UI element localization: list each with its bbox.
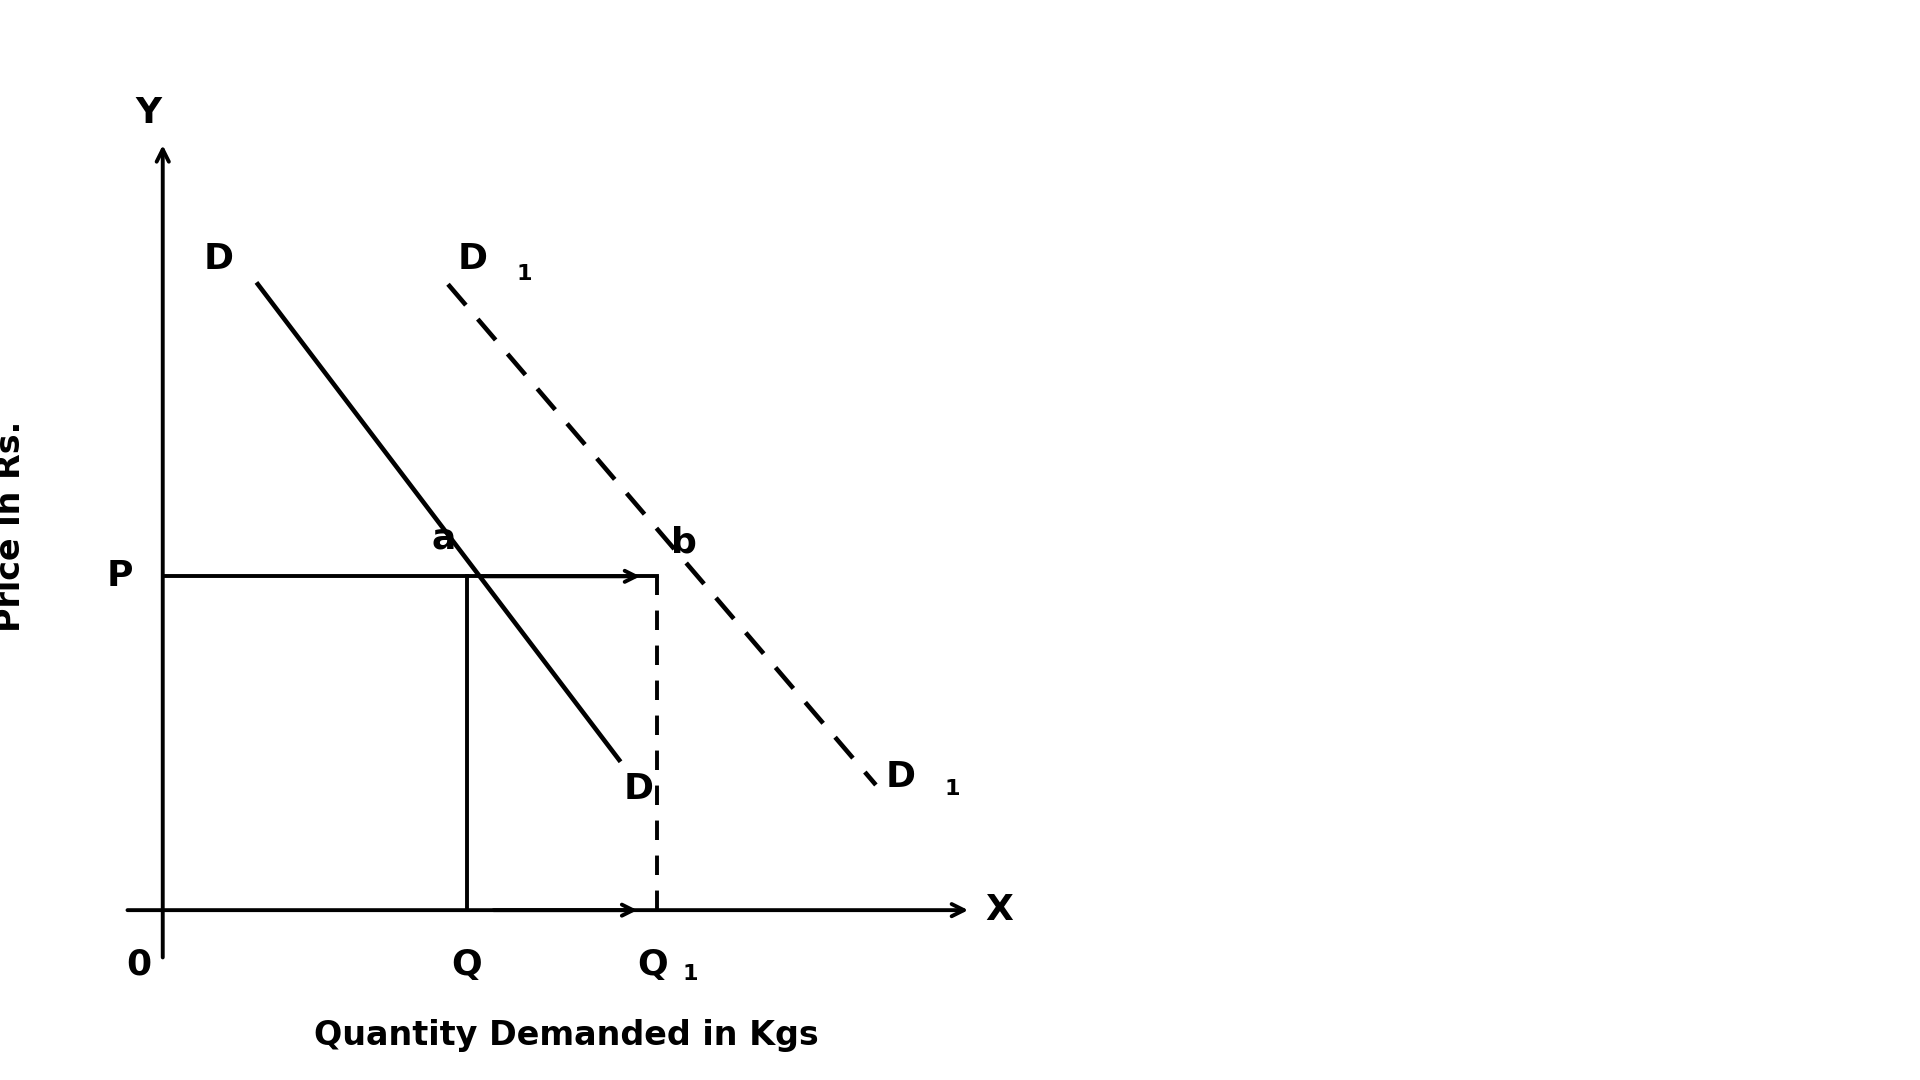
Text: Y: Y: [136, 96, 161, 130]
Text: Q: Q: [637, 948, 668, 982]
Text: Quantity Demanded in Kgs: Quantity Demanded in Kgs: [315, 1018, 820, 1052]
Text: X: X: [985, 893, 1014, 927]
Text: 1: 1: [516, 265, 532, 284]
Text: D: D: [624, 772, 655, 807]
Text: 1: 1: [684, 964, 699, 984]
Text: b: b: [672, 526, 697, 559]
Text: D: D: [457, 242, 488, 275]
Text: P: P: [108, 559, 132, 593]
Text: D: D: [885, 759, 916, 794]
Text: Price in Rs.: Price in Rs.: [0, 420, 27, 632]
Text: 1: 1: [945, 779, 960, 799]
Text: a: a: [432, 522, 455, 555]
Text: Q: Q: [451, 948, 482, 982]
Text: 0: 0: [127, 948, 152, 982]
Text: D: D: [204, 242, 234, 275]
